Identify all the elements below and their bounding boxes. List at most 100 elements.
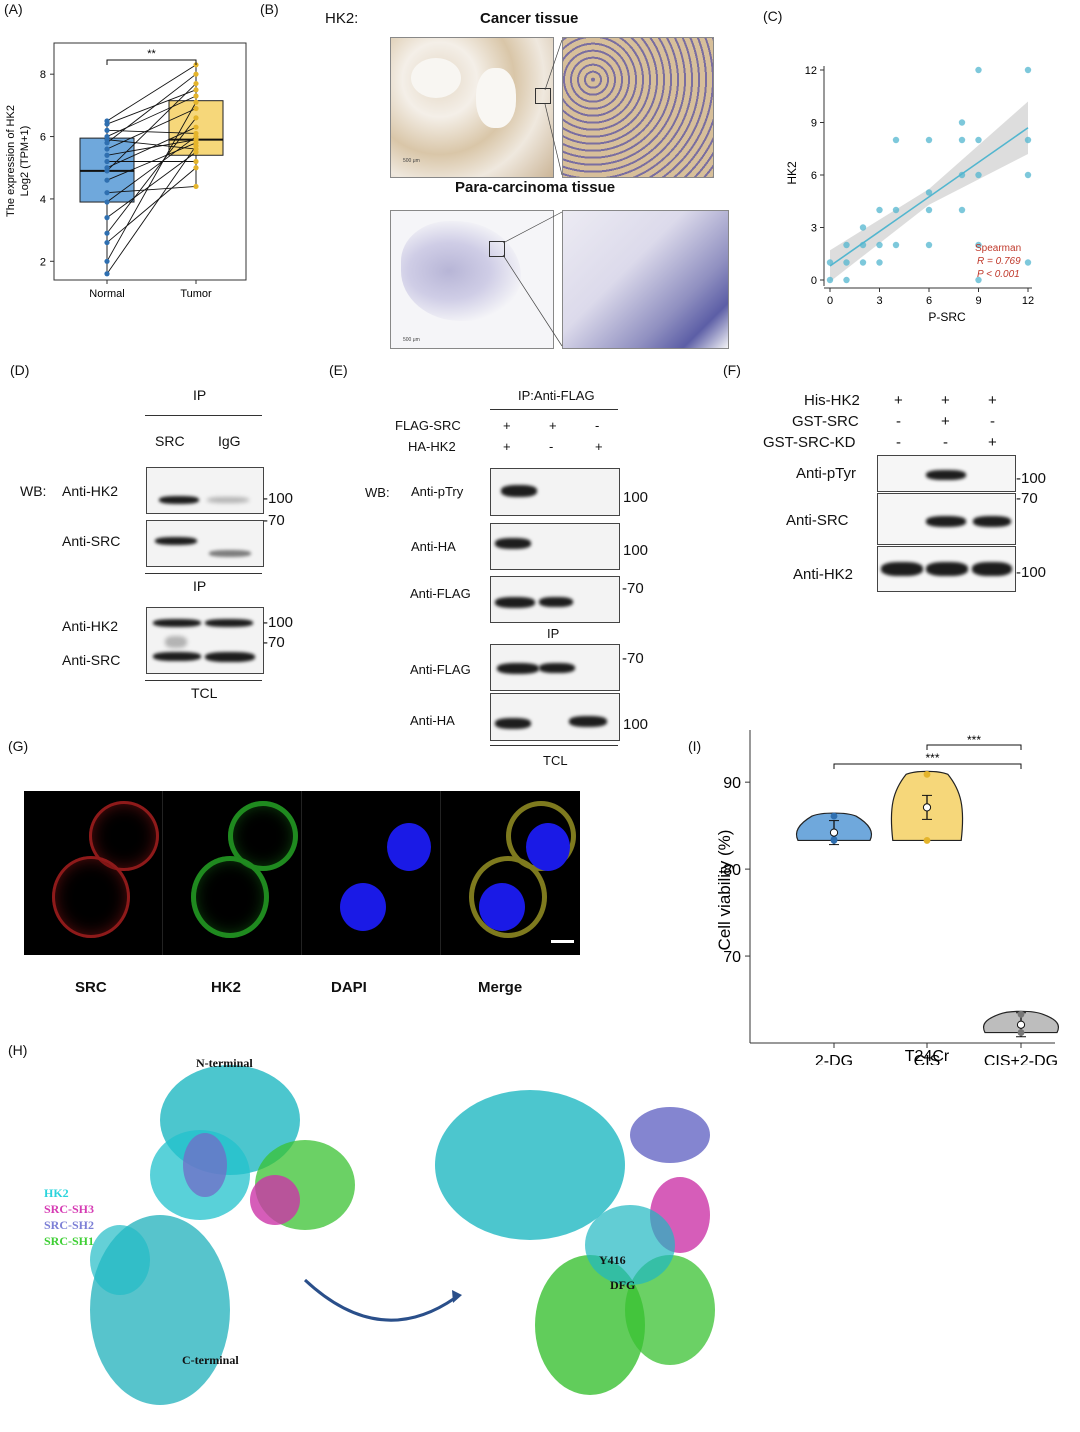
f-his-sign-2: +	[941, 392, 950, 409]
panel-a-sig-bracket	[106, 59, 197, 65]
d-row-hk2-tcl: Anti-HK2	[62, 618, 119, 634]
panel-a-point-normal	[104, 190, 110, 196]
g-src-image	[24, 791, 163, 955]
g-dapi-image	[302, 791, 441, 955]
panel-a-point-normal	[104, 127, 110, 133]
panel-c-point	[876, 259, 883, 266]
panel-a-pair-line	[106, 126, 197, 169]
panel-a-point-normal	[104, 152, 110, 158]
panel-a-point-normal	[104, 121, 110, 127]
f-gst-src: GST-SRC	[792, 413, 859, 430]
panel-a-pair-line	[106, 102, 197, 262]
panel-c-point	[826, 259, 834, 266]
panel-i-mean	[922, 803, 932, 812]
e-flag-sign-2: +	[549, 418, 557, 433]
panel-e-label: (E)	[329, 362, 348, 378]
panel-a-ytick-label: 8	[40, 69, 46, 81]
e-ha-sign-2: -	[549, 439, 554, 454]
panel-c-ytick-label: 0	[811, 275, 817, 287]
panel-a-xtick-label: Normal	[89, 288, 124, 300]
panel-d-label: (D)	[10, 362, 30, 378]
f-mw-1: -100	[1016, 470, 1047, 487]
panel-i-point	[1017, 1029, 1025, 1036]
f-kd-sign-2: -	[943, 434, 948, 451]
d-blot-tcl	[146, 607, 264, 674]
panel-a-point-tumor	[193, 80, 199, 87]
panel-c-xtick-label: 0	[827, 295, 833, 307]
para-tissue-lowmag-image: 500 μm	[390, 210, 554, 349]
h-legend-hk2: HK2	[44, 1186, 69, 1200]
panel-c-xlabel: P-SRC	[928, 310, 966, 324]
h-dfg: DFG	[610, 1278, 636, 1292]
panel-c-point	[892, 241, 900, 249]
panel-c-point	[876, 206, 883, 214]
panel-i-xtick-label: 2-DG	[815, 1053, 853, 1065]
e-flag-sign-1: +	[503, 418, 511, 433]
e-ip-footer: IP	[547, 626, 560, 641]
e-ip-header: IP:Anti-FLAG	[518, 388, 595, 403]
para-scale-bar: 500 μm	[403, 337, 420, 343]
panel-a-point-normal	[104, 239, 110, 246]
d-col-igg: IgG	[218, 433, 241, 449]
f-row-hk2: Anti-HK2	[793, 566, 854, 583]
f-mw-2: -70	[1016, 490, 1038, 507]
panel-c-point	[1024, 259, 1032, 266]
panel-a-point-tumor	[193, 105, 199, 112]
panel-h-label: (H)	[8, 1042, 28, 1058]
zoom-lines	[502, 40, 563, 347]
panel-a-pair-line	[106, 142, 197, 181]
h-legend-sh2: SRC-SH2	[44, 1218, 95, 1232]
panel-i-point	[923, 837, 931, 844]
panel-a-point-tumor	[193, 158, 199, 165]
g-scale-bar	[551, 940, 574, 943]
panel-a-ytick-label: 4	[40, 194, 46, 206]
panel-c-ylabel: HK2	[785, 161, 799, 185]
panel-c-point	[975, 241, 982, 249]
panel-a-pair-line	[106, 83, 197, 172]
e-blot-ha-tcl	[490, 693, 620, 741]
panel-c-point	[958, 136, 966, 144]
panel-c-xtick-label: 9	[975, 295, 981, 307]
d-blot-src	[146, 520, 264, 567]
panel-a-point-tumor	[193, 183, 199, 190]
e-blot-flag-tcl	[490, 644, 620, 691]
f-gst-sign-2: +	[941, 413, 950, 430]
panel-a-ylabel-2: Log2 (TPM+1)	[19, 126, 31, 197]
panel-a-pair-line	[106, 136, 197, 203]
panel-c-ytick-label: 3	[811, 223, 817, 235]
panel-a-point-tumor	[193, 143, 199, 149]
e-row-flag-tcl: Anti-FLAG	[410, 662, 471, 677]
e-mw-4: -70	[622, 650, 644, 667]
panel-i-mean	[829, 828, 839, 837]
panel-c-ytick-label: 6	[811, 170, 817, 182]
e-row-ha-tcl: Anti-HA	[410, 713, 455, 728]
panel-i-ytick-label: 70	[723, 949, 741, 966]
panel-a-point-tumor	[193, 133, 199, 140]
panel-c-point	[843, 259, 850, 266]
panel-i-sig-bracket-1	[926, 744, 1022, 750]
panel-b-title-cancer: Cancer tissue	[480, 10, 579, 27]
panel-a-pair-line	[106, 108, 197, 150]
panel-a-point-normal	[104, 215, 110, 221]
h-legend-sh3: SRC-SH3	[44, 1202, 95, 1216]
f-row-ptyr: Anti-pTyr	[796, 465, 857, 482]
panel-a-point-tumor	[193, 124, 199, 130]
d-row-src: Anti-SRC	[62, 533, 121, 549]
panel-a-point-normal	[104, 258, 110, 264]
panel-c-r: R = 0.769	[977, 256, 1021, 267]
f-mw-3: -100	[1016, 564, 1047, 581]
panel-c-stat-name: Spearman	[975, 243, 1021, 254]
panel-a-ylabel-1: The expression of HK2	[5, 105, 17, 217]
panel-a-point-normal	[104, 271, 110, 277]
g-label-src: SRC	[75, 979, 107, 996]
panel-a-point-tumor	[193, 71, 199, 77]
f-blot-src	[877, 493, 1016, 545]
panel-c-point	[925, 241, 933, 249]
e-blot-ha	[490, 523, 620, 570]
panel-c-point	[876, 241, 883, 249]
para-tissue-highmag-image	[562, 210, 729, 349]
d-col-src: SRC	[155, 433, 185, 449]
e-blot-ptry	[490, 468, 620, 516]
g-label-hk2: HK2	[211, 979, 242, 996]
d-ip-header: IP	[193, 387, 207, 403]
